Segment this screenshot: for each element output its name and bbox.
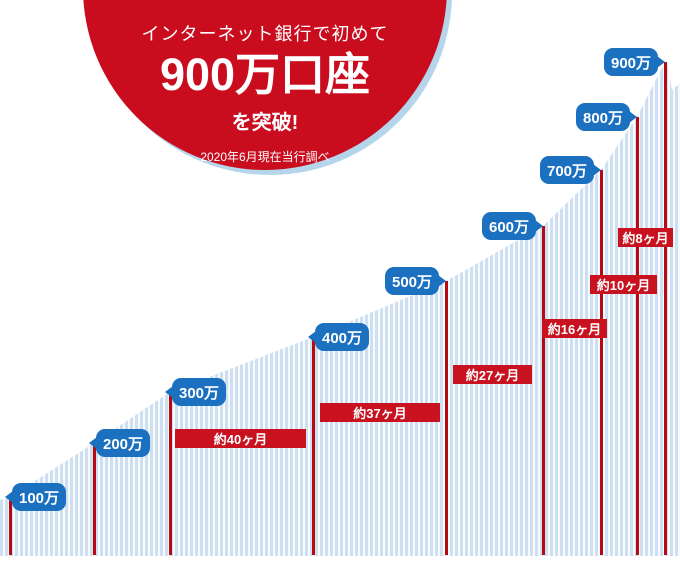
milestone-badge-600万: 600万 — [482, 212, 536, 240]
milestone-badge-800万: 800万 — [576, 103, 630, 131]
hero-headline: 900万口座 — [159, 49, 371, 100]
milestone-line-200万 — [93, 443, 96, 555]
milestone-badge-700万: 700万 — [540, 156, 594, 184]
duration-bar-約27ヶ月: 約27ヶ月 — [453, 365, 532, 384]
milestone-badge-100万: 100万 — [12, 483, 66, 511]
milestone-line-500万 — [445, 281, 448, 555]
milestone-badge-900万: 900万 — [604, 48, 658, 76]
hero-source-note: 2020年6月現在当行調べ — [200, 150, 330, 164]
milestone-line-100万 — [9, 497, 12, 555]
milestone-line-800万 — [636, 117, 639, 555]
duration-bar-約10ヶ月: 約10ヶ月 — [590, 275, 657, 294]
milestone-badge-300万: 300万 — [172, 378, 226, 406]
milestone-badge-500万: 500万 — [385, 267, 439, 295]
milestone-line-900万 — [664, 62, 667, 555]
milestone-badge-200万: 200万 — [96, 429, 150, 457]
duration-bar-約16ヶ月: 約16ヶ月 — [542, 319, 607, 338]
duration-bar-約37ヶ月: 約37ヶ月 — [320, 403, 440, 422]
duration-bar-約8ヶ月: 約8ヶ月 — [618, 228, 673, 247]
milestone-line-700万 — [600, 170, 603, 555]
milestone-badge-400万: 400万 — [315, 323, 369, 351]
duration-bar-約40ヶ月: 約40ヶ月 — [175, 429, 306, 448]
hero-subtitle-bottom: を突破! — [231, 112, 299, 134]
hero-text-block: インターネット銀行で初めて 900万口座 を突破! 2020年6月現在当行調べ — [83, 0, 447, 165]
milestone-line-600万 — [542, 226, 545, 555]
milestone-line-400万 — [312, 337, 315, 555]
hero-subtitle-top: インターネット銀行で初めて — [141, 24, 389, 44]
milestone-line-300万 — [169, 392, 172, 555]
